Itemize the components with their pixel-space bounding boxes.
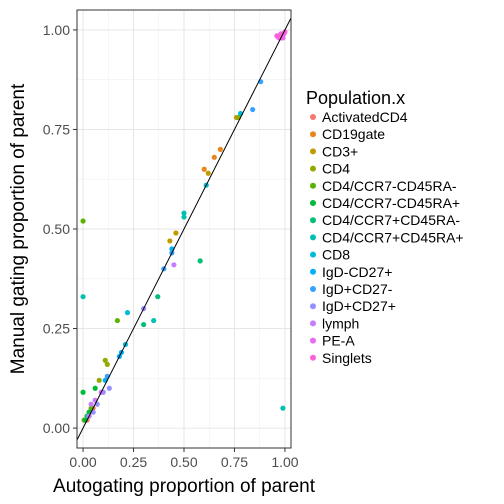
x-tick-label: 0.75 xyxy=(221,454,248,470)
data-point xyxy=(171,262,177,268)
legend-key xyxy=(310,131,316,138)
legend-label: CD4/CCR7+CD45RA- xyxy=(322,212,460,228)
data-point xyxy=(181,210,187,216)
legend-key xyxy=(310,217,316,224)
legend-label: CD3+ xyxy=(322,143,358,159)
legend-label: ActivatedCD4 xyxy=(322,109,408,125)
y-axis-ticks: 0.00 0.25 0.50 0.75 1.00 xyxy=(43,22,77,436)
x-tick-label: 0.50 xyxy=(170,454,197,470)
legend-label: CD4/CCR7+CD45RA+ xyxy=(322,229,464,245)
x-axis-ticks: 0.00 0.25 0.50 0.75 1.00 xyxy=(69,448,299,470)
y-tick-label: 0.25 xyxy=(43,321,70,337)
legend-label: IgD-CD27+ xyxy=(322,264,392,280)
data-point xyxy=(155,294,161,300)
identity-reference-line xyxy=(76,17,292,441)
data-point xyxy=(201,166,207,172)
legend-key xyxy=(310,320,316,327)
data-point xyxy=(106,385,112,391)
data-point xyxy=(80,389,86,395)
data-point xyxy=(280,405,286,411)
legend-key xyxy=(310,251,316,258)
legend-label: Singlets xyxy=(322,350,372,366)
legend-key xyxy=(310,182,316,189)
data-point xyxy=(88,401,94,407)
data-point xyxy=(80,218,86,224)
data-point xyxy=(104,361,110,367)
data-point xyxy=(274,33,280,39)
data-point xyxy=(124,310,131,316)
legend-label: CD4/CCR7-CD45RA+ xyxy=(322,195,460,211)
y-tick-label: 1.00 xyxy=(43,22,70,38)
legend-key xyxy=(310,337,316,344)
data-point xyxy=(151,317,157,324)
data-point xyxy=(102,357,108,363)
legend-label: CD4 xyxy=(322,161,350,177)
legend-label: IgD+CD27+ xyxy=(322,298,396,314)
legend-key xyxy=(310,114,316,120)
data-point xyxy=(96,377,102,383)
legend-key xyxy=(310,354,316,361)
data-point xyxy=(80,294,86,300)
data-point xyxy=(250,106,256,113)
legend-key xyxy=(310,286,316,292)
y-axis-title: Manual gating proportion of parent xyxy=(8,83,29,374)
legend-key xyxy=(310,234,316,241)
y-tick-label: 0.50 xyxy=(43,221,70,237)
y-tick-label: 0.75 xyxy=(43,121,70,137)
legend-key xyxy=(310,268,316,275)
data-point xyxy=(114,317,120,324)
legend-key xyxy=(310,200,316,206)
data-point xyxy=(181,214,187,220)
legend-key xyxy=(310,165,316,172)
data-point xyxy=(173,230,179,236)
legend-key xyxy=(310,303,316,310)
legend-label: IgD+CD27- xyxy=(322,281,393,297)
data-point xyxy=(217,146,223,152)
legend-title: Population.x xyxy=(306,88,405,108)
data-point xyxy=(167,238,173,244)
legend-key xyxy=(310,148,316,155)
legend-label: PE-A xyxy=(322,333,355,349)
data-point xyxy=(211,154,217,160)
x-tick-label: 0.25 xyxy=(120,454,147,470)
legend-label: lymph xyxy=(322,315,359,331)
data-point xyxy=(197,258,203,264)
data-point xyxy=(92,385,98,391)
legend-label: CD8 xyxy=(322,247,350,263)
data-point xyxy=(141,321,147,328)
x-axis-title: Autogating proportion of parent xyxy=(53,476,316,497)
legend-label: CD4/CCR7-CD45RA- xyxy=(322,178,457,194)
x-tick-label: 1.00 xyxy=(271,454,298,470)
legend-label: CD19gate xyxy=(322,126,385,142)
y-tick-label: 0.00 xyxy=(43,420,70,436)
data-point xyxy=(205,170,211,176)
x-tick-label: 0.00 xyxy=(69,454,96,470)
